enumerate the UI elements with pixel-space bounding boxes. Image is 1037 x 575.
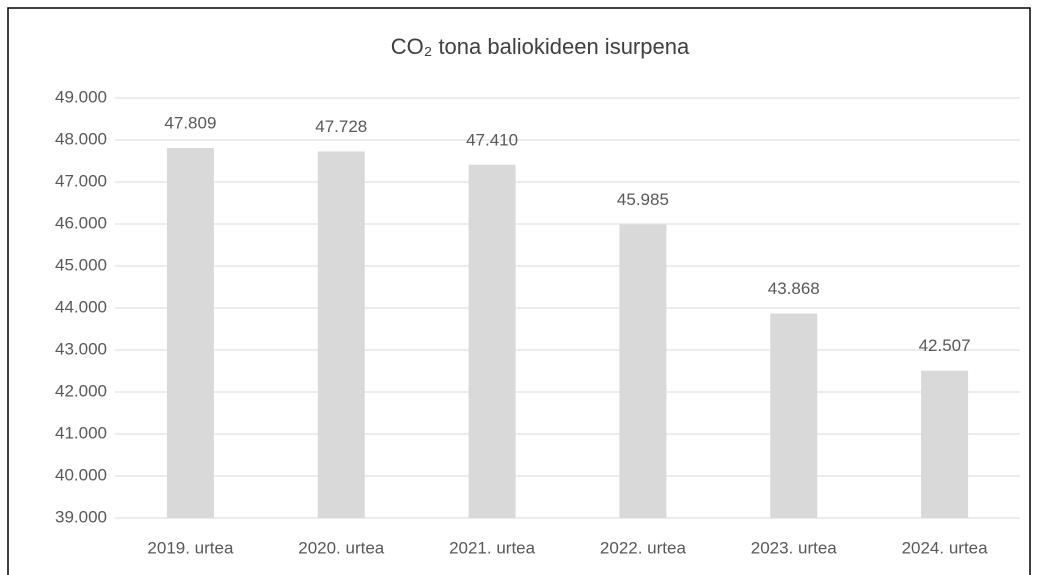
x-tick-label: 2021. urtea: [449, 538, 536, 557]
value-label: 42.507: [919, 336, 971, 355]
y-tick-label: 39.000: [55, 507, 107, 526]
x-tick-label: 2022. urtea: [600, 538, 687, 557]
x-tick-label: 2019. urtea: [147, 538, 234, 557]
bar: [317, 151, 365, 518]
x-tick-label: 2020. urtea: [298, 538, 385, 557]
bar: [619, 224, 667, 518]
y-tick-label: 43.000: [55, 339, 107, 358]
y-tick-label: 42.000: [55, 381, 107, 400]
y-tick-label: 47.000: [55, 171, 107, 190]
value-label: 47.410: [466, 130, 518, 149]
y-tick-label: 44.000: [55, 297, 107, 316]
value-label: 47.728: [315, 117, 367, 136]
chart-frame: [7, 7, 1031, 575]
y-tick-label: 45.000: [55, 255, 107, 274]
y-tick-label: 40.000: [55, 465, 107, 484]
value-label: 47.809: [164, 114, 216, 133]
x-tick-label: 2024. urtea: [902, 538, 989, 557]
value-label: 43.868: [768, 279, 820, 298]
bar: [468, 164, 516, 518]
y-tick-label: 41.000: [55, 423, 107, 442]
y-tick-label: 49.000: [55, 87, 107, 106]
x-tick-label: 2023. urtea: [751, 538, 838, 557]
chart-title: CO₂ tona baliokideen isurpena: [391, 34, 690, 59]
bar: [770, 313, 818, 518]
value-label: 45.985: [617, 190, 669, 209]
bar: [921, 370, 969, 518]
y-tick-label: 46.000: [55, 213, 107, 232]
y-tick-label: 48.000: [55, 129, 107, 148]
bar: [166, 148, 214, 518]
